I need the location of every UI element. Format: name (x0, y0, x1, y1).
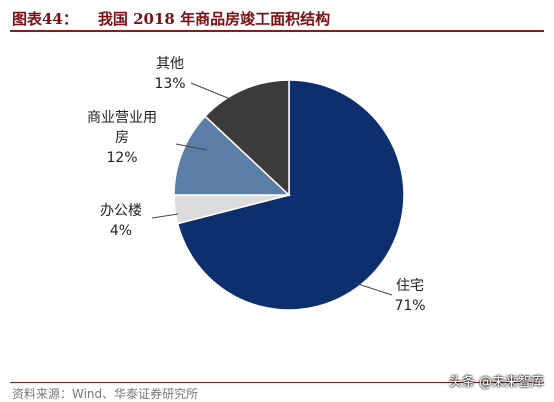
slice-value-3: 13% (154, 76, 185, 92)
title-divider (10, 30, 544, 32)
slice-name-1-0: 办公楼 (100, 203, 142, 219)
pie-slice-0 (176, 79, 405, 311)
slice-name-2-1: 房 (115, 130, 129, 146)
source-divider (10, 382, 544, 383)
source-note: 资料来源：Wind、华泰证券研究所 (12, 387, 199, 401)
leader-line-1 (151, 213, 179, 219)
leader-line-2 (175, 143, 208, 151)
chart-title: 我国 2018 年商品房竣工面积结构 (97, 9, 331, 28)
leader-line-3 (190, 82, 246, 106)
figure-title: 图表44： 我国 2018 年商品房竣工面积结构 (12, 6, 330, 30)
pie-slice-3 (204, 79, 290, 197)
pie-slice-2 (173, 115, 291, 196)
figure-label: 图表44： (12, 9, 78, 28)
slice-value-1: 4% (110, 223, 132, 239)
slice-value-2: 12% (106, 150, 137, 166)
leader-line-0 (354, 282, 393, 296)
watermark: 头条 @未来智库 (448, 375, 544, 390)
slice-value-0: 71% (394, 298, 425, 314)
slice-name-0-0: 住宅 (396, 278, 424, 294)
slice-name-2-0: 商业营业用 (87, 110, 157, 126)
slice-name-3-0: 其他 (156, 56, 184, 72)
